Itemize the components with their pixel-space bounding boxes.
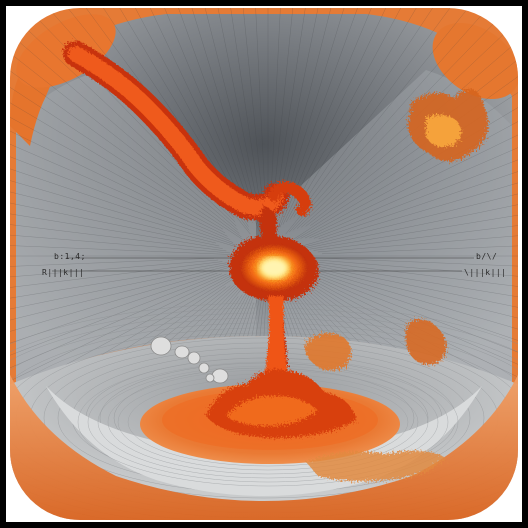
lava-core: [229, 206, 319, 376]
lava-vortex-illustration: [10, 8, 518, 520]
floating-rocks: [150, 336, 229, 384]
left-top-label: b:1,4;: [54, 252, 86, 261]
floating-lava-clusters: [305, 88, 488, 482]
lava-stream: [63, 41, 312, 221]
lava-splash: [206, 369, 356, 438]
illustration-canvas: b:1,4; R|||k||| b/\/ \|||k|||: [6, 6, 522, 522]
horizon-guide-lines: [52, 257, 474, 272]
right-top-label: b/\/: [476, 252, 498, 261]
left-bottom-label: R|||k|||: [42, 268, 85, 277]
right-bottom-label: \|||k|||: [464, 268, 507, 277]
